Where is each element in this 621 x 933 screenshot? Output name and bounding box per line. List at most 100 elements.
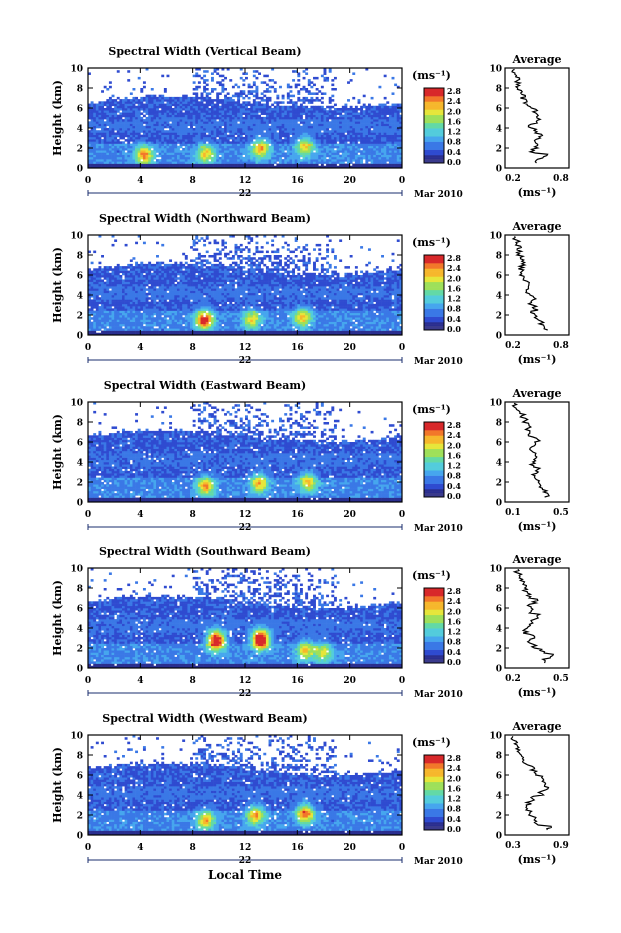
heatmap-cell [135,155,138,158]
heatmap-cell [339,144,342,147]
heatmap-cell [378,164,381,167]
heatmap-cell [98,146,101,149]
heatmap-cell [342,106,345,109]
heatmap-cell [143,242,146,245]
heatmap-cell [182,284,185,287]
heatmap-cell [324,72,327,75]
heatmap-cell [119,311,122,314]
heatmap-cell [206,99,209,102]
heatmap-cell [161,282,164,285]
heatmap-cell [394,141,397,144]
heatmap-cell [161,331,164,334]
heatmap-cell [98,132,101,135]
heatmap-cell [266,128,269,131]
heatmap-cell [156,273,159,276]
heatmap-cell [172,315,175,318]
heatmap-cell [182,295,185,298]
heatmap-cell [300,119,303,122]
heatmap-cell [101,311,104,314]
heatmap-cell [140,282,143,285]
heatmap-cell [216,146,219,149]
heatmap-cell [269,152,272,155]
heatmap-cell [240,141,243,144]
heatmap-cell [104,132,107,135]
heatmap-cell [331,112,334,115]
heatmap-cell [339,146,342,149]
heatmap-cell [344,104,347,107]
heatmap-cell [119,106,122,109]
heatmap-cell [310,115,313,118]
heatmap-cell [164,291,167,294]
heatmap-cell [276,141,279,144]
heatmap-cell [224,104,227,107]
heatmap-cell [151,119,154,122]
heatmap-cell [138,128,141,131]
heatmap-cell [135,284,138,287]
heatmap-cell [261,108,264,111]
heatmap-cell [180,155,183,158]
heatmap-cell [156,121,159,124]
heatmap-cell [172,97,175,100]
heatmap-cell [224,119,227,122]
heatmap-cell [177,115,180,118]
heatmap-cell [316,126,319,129]
heatmap-cell [300,146,303,149]
heatmap-cell [310,155,313,158]
heatmap-cell [206,108,209,111]
heatmap-cell [106,141,109,144]
heatmap-cell [125,244,128,247]
heatmap-cell [300,121,303,124]
heatmap-cell [125,282,128,285]
heatmap-cell [326,132,329,135]
heatmap-cell [397,119,400,122]
heatmap-cell [297,79,300,82]
heatmap-cell [208,137,211,140]
heatmap-cell [347,110,350,113]
heatmap-cell [198,132,201,135]
heatmap-cell [96,299,99,302]
heatmap-cell [119,306,122,309]
heatmap-cell [122,99,125,102]
heatmap-cell [174,132,177,135]
heatmap-cell [376,108,379,111]
heatmap-cell [156,101,159,104]
heatmap-cell [279,119,282,122]
heatmap-cell [138,112,141,115]
heatmap-cell [201,97,204,100]
heatmap-cell [195,92,198,95]
heatmap-cell [138,150,141,153]
heatmap-cell [240,115,243,118]
heatmap-cell [292,157,295,160]
heatmap-cell [109,311,112,314]
heatmap-cell [221,148,224,151]
heatmap-cell [125,279,128,282]
heatmap-cell [384,152,387,155]
heatmap-cell [248,92,251,95]
heatmap-cell [235,101,238,104]
heatmap-cell [381,144,384,147]
heatmap-cell [114,164,117,167]
heatmap-cell [198,117,201,120]
heatmap-cell [169,144,172,147]
heatmap-cell [313,121,316,124]
heatmap-cell [303,161,306,164]
heatmap-cell [347,128,350,131]
heatmap-cell [274,108,277,111]
heatmap-cell [164,331,167,334]
heatmap-cell [169,126,172,129]
heatmap-cell [93,106,96,109]
heatmap-cell [282,110,285,113]
heatmap-cell [305,117,308,120]
heatmap-cell [206,119,209,122]
heatmap-cell [148,112,151,115]
heatmap-cell [201,92,204,95]
heatmap-cell [190,148,193,151]
heatmap-cell [381,132,384,135]
heatmap-cell [127,282,130,285]
heatmap-cell [253,75,256,78]
heatmap-cell [164,126,167,129]
heatmap-cell [216,112,219,115]
heatmap-cell [235,121,238,124]
heatmap-cell [339,119,342,122]
heatmap-cell [177,306,180,309]
